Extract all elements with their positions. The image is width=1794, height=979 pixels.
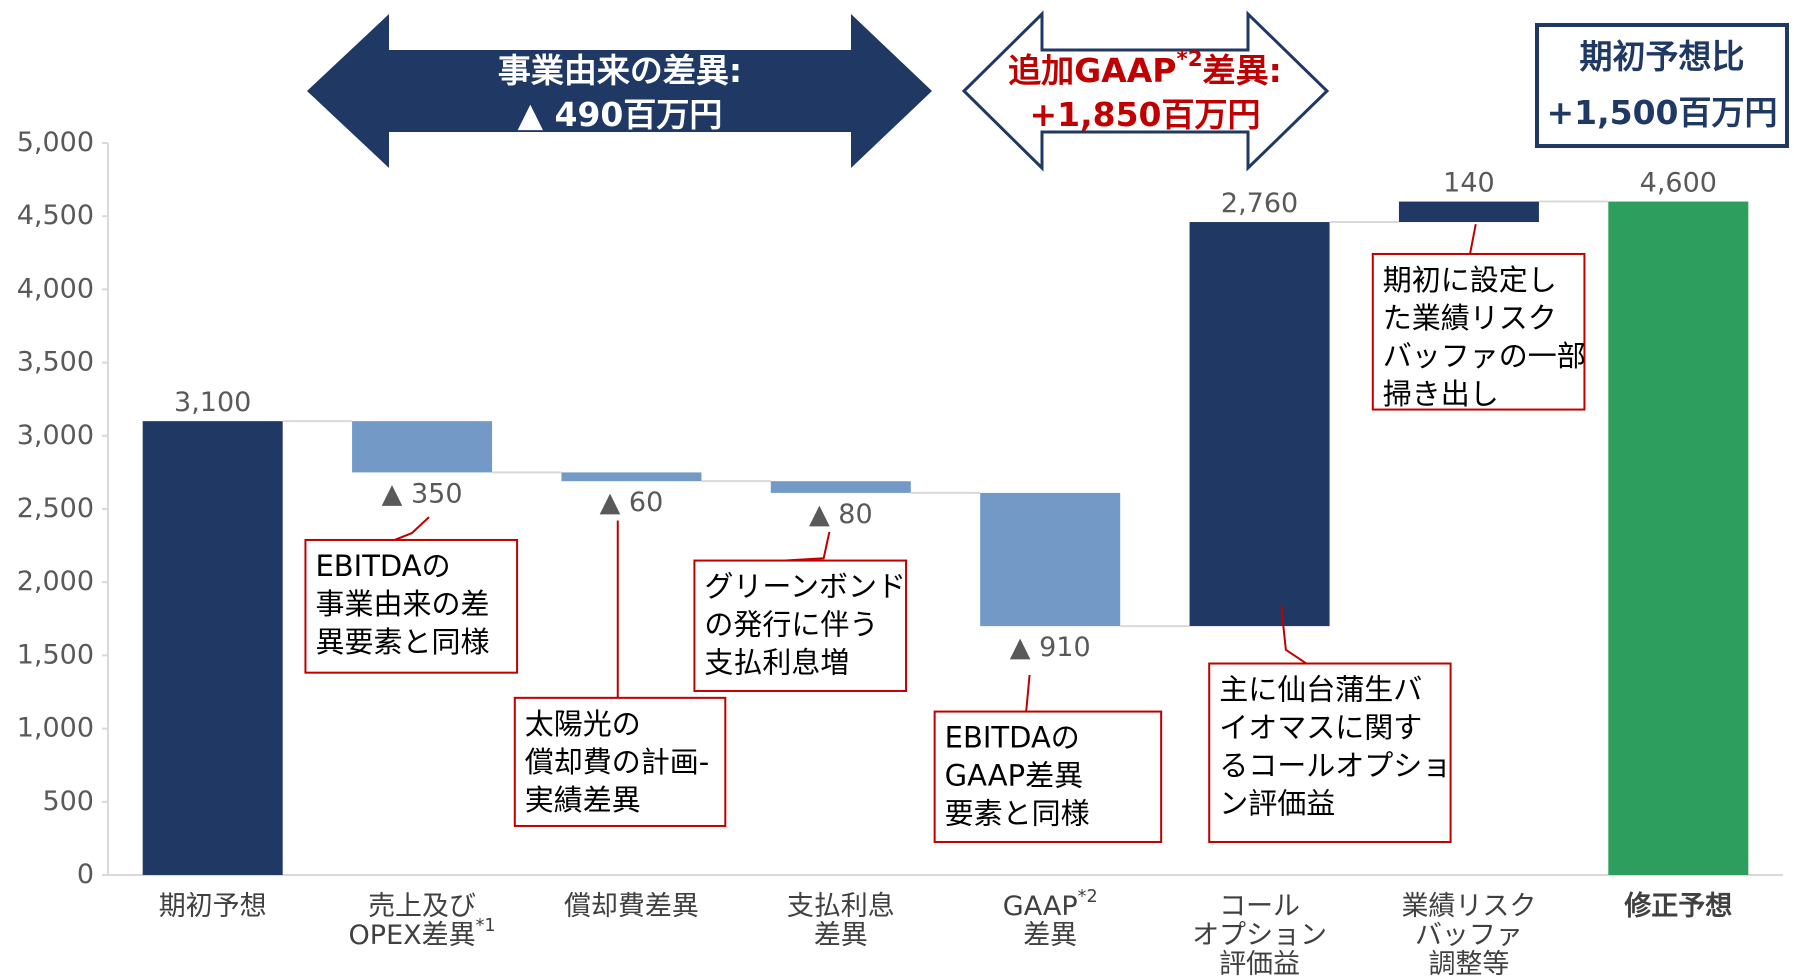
annotation-box — [1208, 662, 1452, 843]
annotation-text: 主に仙台蒲生バ — [1219, 673, 1422, 707]
y-tick-label: 3,000 — [17, 419, 94, 450]
x-tick-label: 差異 — [814, 920, 868, 951]
x-tick-label: 売上及び — [368, 891, 476, 922]
annotation-box — [933, 710, 1163, 843]
y-tick-label: 3,500 — [17, 346, 94, 377]
annotation-box — [304, 538, 519, 674]
x-tick-label: GAAP*2 — [1003, 887, 1098, 922]
annotation-text: GAAP差異 — [945, 759, 1083, 793]
x-tick-label: 償却費差異 — [564, 891, 699, 922]
annotation-text: 実績差異 — [525, 783, 641, 817]
bar — [352, 421, 493, 473]
leader-line — [394, 516, 430, 541]
y-tick-label: 2,500 — [17, 493, 94, 524]
annotation-text: 異要素と同様 — [315, 625, 489, 659]
annotation-text: EBITDAの — [315, 549, 450, 583]
leader-line — [785, 531, 831, 562]
y-tick-label: 2,000 — [17, 566, 94, 597]
leader-line — [1025, 674, 1031, 712]
annotation-box — [513, 696, 727, 827]
callout-text: ▲ 490百万円 — [518, 95, 723, 134]
x-tick-label: コール — [1219, 891, 1300, 922]
annotation-box — [1371, 252, 1586, 411]
y-tick-label: 0 — [77, 859, 94, 890]
x-tick-label: オプション — [1192, 920, 1327, 951]
annotation-text: るコールオプショ — [1219, 749, 1451, 783]
annotation-text: 掃き出し — [1383, 377, 1499, 411]
value-label: 4,600 — [1640, 167, 1717, 198]
y-tick-label: 5,000 — [17, 127, 94, 158]
gaap-arrow — [961, 10, 1330, 172]
callout-text: 期初予想比 — [1580, 37, 1745, 76]
annotation-text: 事業由来の差 — [315, 587, 489, 621]
bar — [1189, 222, 1330, 627]
annotation-text: イオマスに関す — [1219, 711, 1422, 745]
bar — [770, 481, 911, 493]
annotation-text: 支払利息増 — [704, 646, 849, 680]
annotation-text: バッファの一部 — [1383, 339, 1586, 373]
value-label: 3,100 — [174, 387, 251, 418]
value-label: ▲ 60 — [600, 487, 664, 518]
value-label: ▲ 350 — [382, 478, 463, 509]
y-tick-label: 500 — [42, 785, 94, 816]
x-tick-label: 修正予想 — [1623, 891, 1732, 922]
bar — [980, 492, 1121, 627]
x-tick-label: 期初予想 — [159, 891, 267, 922]
annotation-text: 要素と同様 — [945, 797, 1090, 831]
annotation-text: た業績リスク — [1383, 301, 1557, 335]
annotation-text: の発行に伴う — [704, 608, 878, 642]
leader-line — [1280, 606, 1308, 665]
bar — [142, 421, 283, 875]
callout-text: +1,850百万円 — [1029, 95, 1260, 134]
x-tick-label: 差異 — [1023, 920, 1077, 951]
value-label: ▲ 910 — [1010, 632, 1091, 663]
y-tick-label: 4,000 — [17, 273, 94, 304]
callout-text: 追加GAAP*2差異: — [1008, 47, 1282, 90]
bar — [1608, 201, 1749, 875]
business-arrow — [307, 14, 932, 168]
total-callout-box — [1535, 23, 1789, 148]
value-label: ▲ 80 — [809, 498, 873, 529]
annotation-text: EBITDAの — [945, 721, 1080, 755]
x-tick-label: バッファ — [1415, 920, 1523, 951]
leader-line — [1469, 224, 1477, 255]
value-label: 2,760 — [1221, 188, 1298, 219]
x-tick-label: OPEX差異*1 — [349, 916, 496, 951]
bar — [1398, 201, 1539, 223]
x-tick-label: 調整等 — [1428, 949, 1509, 979]
annotation-text: 太陽光の — [525, 707, 641, 741]
y-tick-label: 1,500 — [17, 639, 94, 670]
annotation-box — [693, 559, 908, 692]
y-tick-label: 4,500 — [17, 200, 94, 231]
annotation-text: 償却費の計画- — [525, 745, 709, 779]
x-tick-label: 支払利息 — [787, 891, 895, 922]
annotation-text: ン評価益 — [1219, 787, 1335, 821]
y-tick-label: 1,000 — [17, 712, 94, 743]
annotation-text: 期初に設定し — [1383, 263, 1557, 297]
callout-text: 事業由来の差異: — [498, 51, 742, 90]
annotation-text: グリーンボンド — [704, 570, 906, 604]
x-tick-label: 業績リスク — [1401, 891, 1536, 922]
callout-text: +1,500百万円 — [1546, 93, 1777, 132]
x-tick-label: 評価益 — [1219, 949, 1300, 979]
value-label: 140 — [1443, 167, 1495, 198]
bar — [561, 472, 702, 482]
